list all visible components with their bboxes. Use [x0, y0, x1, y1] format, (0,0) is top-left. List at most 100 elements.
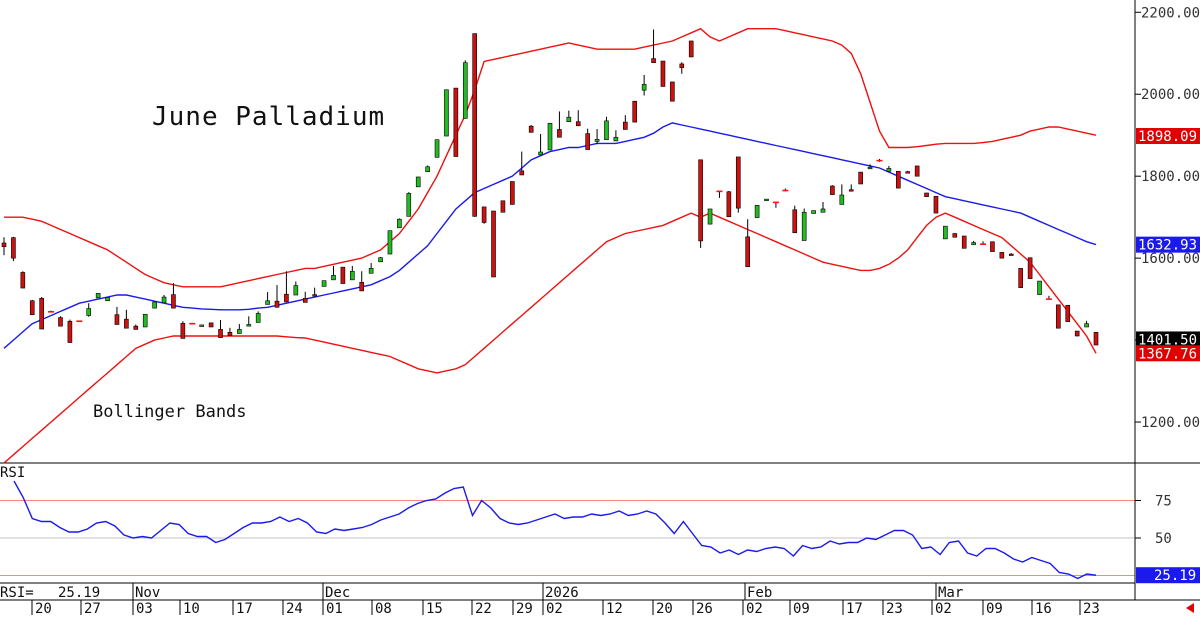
rsi-badge: [1136, 567, 1200, 584]
candle-body: [1065, 304, 1071, 322]
candle: [1065, 304, 1071, 322]
candle-body: [434, 139, 440, 158]
price-tick-label: 2200.00: [1141, 5, 1200, 21]
candle-body: [519, 170, 525, 176]
candle-body: [491, 210, 496, 278]
candle-body: [415, 176, 421, 188]
candle: [1084, 320, 1089, 328]
candle-body: [453, 87, 459, 157]
candle: [312, 287, 317, 297]
candle: [425, 165, 430, 172]
candle-body: [1008, 253, 1014, 256]
candle-body: [161, 296, 167, 304]
bollinger-label: Bollinger Bands: [93, 402, 247, 422]
candle: [67, 319, 73, 343]
candle-body: [265, 300, 270, 305]
candle: [943, 225, 948, 240]
candle: [764, 198, 769, 201]
middle-band-line: [3, 122, 1097, 349]
candle: [547, 122, 553, 151]
candle: [961, 235, 967, 249]
candle-body: [820, 208, 826, 213]
rsi-tick-label: 75: [1155, 494, 1172, 510]
candle: [133, 324, 139, 330]
candle: [971, 240, 976, 245]
candle-body: [152, 301, 157, 309]
candle-body: [171, 294, 176, 309]
candle: [528, 124, 534, 133]
candle: [86, 303, 92, 317]
candle: [95, 293, 101, 299]
candle-body: [1074, 330, 1080, 337]
candle: [124, 309, 129, 329]
candle: [29, 299, 35, 315]
candle: [726, 190, 732, 218]
candle-body: [698, 159, 703, 242]
candle: [867, 164, 873, 170]
price-badge: [1136, 127, 1200, 144]
candle: [265, 292, 270, 305]
candle: [227, 327, 233, 336]
candle: [933, 195, 939, 214]
candle-body: [199, 324, 204, 327]
candle-body: [359, 282, 365, 292]
day-label: 02: [935, 601, 952, 615]
candle-body: [510, 181, 515, 205]
candle: [585, 128, 590, 150]
month-label: 2026: [545, 585, 579, 601]
candle: [1056, 304, 1061, 329]
candle: [105, 297, 110, 302]
candle: [990, 241, 995, 252]
candle: [754, 204, 760, 218]
candle: [321, 280, 327, 287]
candle-body: [688, 40, 694, 58]
candle: [914, 165, 920, 177]
candle: [387, 230, 393, 255]
price-tick-label: 1600.00: [1141, 251, 1200, 267]
candle: [660, 60, 666, 87]
candle: [613, 130, 619, 142]
candle: [246, 316, 252, 327]
price-tick-label: 1800.00: [1141, 169, 1200, 185]
candle: [1093, 331, 1099, 346]
rsi-panel-label: RSI: [0, 465, 25, 481]
day-label: 15: [426, 601, 443, 615]
candle: [896, 170, 901, 189]
day-label: 09: [986, 601, 1003, 615]
candle-body: [293, 285, 299, 296]
lower-band-line: [3, 212, 1097, 464]
candle: [651, 29, 656, 63]
day-label: 02: [746, 601, 763, 615]
candle: [745, 219, 750, 268]
candle-body: [943, 225, 948, 240]
day-label: 02: [546, 601, 563, 615]
candle: [820, 201, 826, 213]
day-label: 27: [84, 601, 101, 615]
candle: [444, 89, 449, 137]
candle-body: [886, 168, 892, 172]
candle-body: [905, 171, 911, 174]
candle: [886, 165, 892, 172]
candle-body: [378, 257, 383, 263]
candle: [594, 129, 600, 145]
day-label: 08: [375, 601, 392, 615]
candle: [152, 301, 157, 309]
candle: [500, 200, 506, 213]
candle-body: [95, 293, 101, 299]
candle-body: [1093, 331, 1099, 346]
candle-body: [11, 237, 16, 259]
candle: [575, 110, 581, 127]
candle: [237, 324, 242, 334]
candle: [199, 324, 204, 327]
candle-body: [623, 121, 628, 130]
candle-body: [651, 58, 656, 63]
candle-body: [764, 198, 769, 201]
candle-body: [726, 191, 732, 218]
candlesticks: [1, 29, 1099, 346]
price-badge-label: 1632.93: [1138, 238, 1197, 254]
upper-band-line: [4, 27, 1097, 288]
candle: [378, 256, 383, 263]
day-label: 29: [516, 601, 533, 615]
day-label: 03: [136, 601, 153, 615]
